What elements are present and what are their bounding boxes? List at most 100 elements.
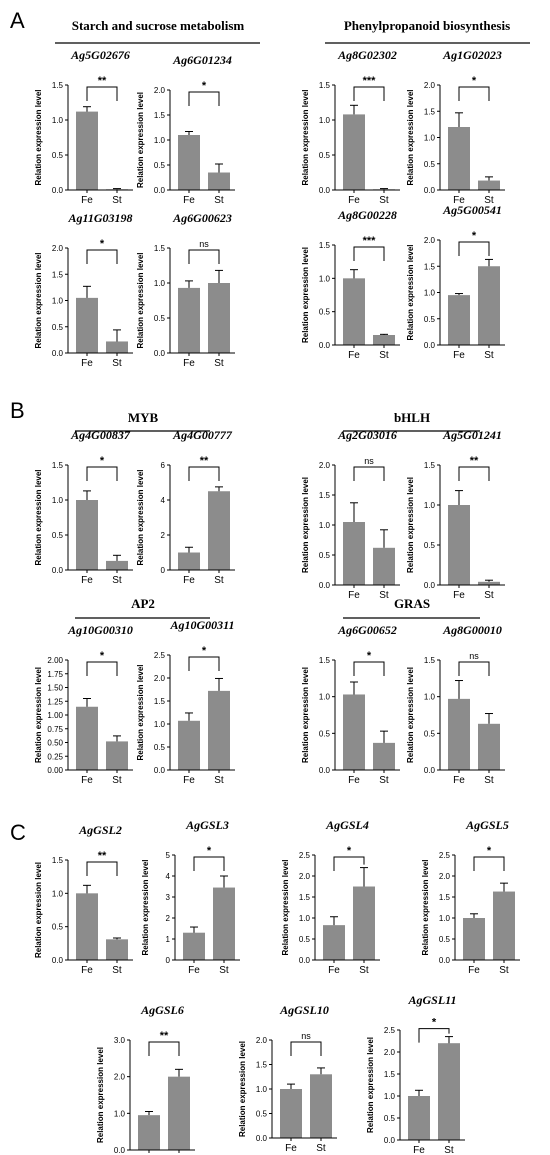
y-tick-label: 1.50 — [47, 684, 63, 693]
bar-St — [373, 742, 395, 770]
x-tick-label: Fe — [188, 965, 200, 976]
y-tick-label: 0.5 — [319, 151, 331, 160]
chart-title: Ag4G00777 — [172, 428, 233, 442]
significance-bracket — [86, 466, 118, 481]
chart-AgGSL5: AgGSL5 Relation expression level Fe St 0.0 0.… — [421, 818, 520, 976]
y-tick-label: 1.5 — [52, 856, 64, 865]
x-tick-label: St — [112, 195, 122, 206]
significance-bracket — [86, 86, 118, 101]
x-tick-label: St — [214, 575, 224, 586]
significance-label: * — [472, 230, 477, 242]
y-axis-label: Relation expression level — [136, 92, 145, 188]
group-title-bhlh: bHLH — [394, 410, 430, 425]
bar-St — [208, 172, 230, 190]
chart-title: Ag10G00311 — [169, 618, 234, 632]
significance-bracket — [188, 91, 220, 106]
y-tick-label: 0.25 — [47, 752, 63, 761]
chart-Ag4G00777: Ag4G00777 Relation expression level Fe St 0 2… — [136, 428, 235, 586]
chart-title: AgGSL6 — [140, 1003, 184, 1017]
y-axis-label: Relation expression level — [96, 1047, 105, 1143]
significance-bracket — [290, 1041, 322, 1056]
y-tick-label: 0.0 — [256, 1134, 268, 1143]
y-tick-label: 1.0 — [319, 274, 331, 283]
y-axis-label: Relation expression level — [366, 1037, 375, 1133]
significance-label: ns — [469, 651, 479, 661]
y-tick-label: 2.0 — [52, 244, 64, 253]
bar-St — [353, 886, 375, 960]
y-tick-label: 2 — [161, 531, 166, 540]
bar-Fe — [280, 1089, 302, 1138]
bar-St — [106, 741, 128, 770]
y-tick-label: 0.5 — [424, 541, 436, 550]
significance-label: ** — [98, 850, 107, 862]
panel-letter-a: A — [10, 8, 25, 33]
y-axis-label: Relation expression level — [238, 1041, 247, 1137]
y-axis-label: Relation expression level — [421, 859, 430, 955]
x-tick-label: Fe — [453, 195, 465, 206]
significance-label: ns — [199, 239, 209, 249]
x-tick-label: Fe — [183, 575, 195, 586]
chart-Ag8G00010: Ag8G00010 Relation expression level Fe St 0.… — [406, 623, 505, 786]
chart-AgGSL4: AgGSL4 Relation expression level Fe St 0.0 0.… — [281, 818, 380, 976]
y-tick-label: 1.5 — [424, 461, 436, 470]
significance-label: ** — [200, 455, 209, 467]
y-tick-label: 0.00 — [47, 766, 63, 775]
y-tick-label: 1.5 — [256, 1061, 268, 1070]
y-tick-label: 1.5 — [154, 111, 166, 120]
y-tick-label: 2 — [166, 914, 171, 923]
bar-Fe — [183, 932, 205, 960]
significance-bracket — [473, 856, 505, 871]
y-tick-label: 0.5 — [424, 729, 436, 738]
significance-bracket — [333, 856, 365, 871]
bar-St — [478, 266, 500, 345]
chart-AgGSL10: AgGSL10 Relation expression level Fe St 0.0 0… — [238, 1003, 337, 1154]
significance-bracket — [86, 861, 118, 876]
y-tick-label: 0.0 — [52, 349, 64, 358]
y-tick-label: 1.5 — [319, 241, 331, 250]
chart-title: Ag6G01234 — [172, 53, 232, 67]
bar-Fe — [178, 720, 200, 770]
significance-bracket — [353, 466, 385, 481]
x-tick-label: St — [379, 775, 389, 786]
x-tick-label: St — [214, 775, 224, 786]
bar-Fe — [323, 925, 345, 960]
significance-bracket — [188, 466, 220, 481]
significance-label: * — [100, 455, 105, 467]
x-tick-label: St — [316, 1143, 326, 1154]
x-tick-label: St — [219, 965, 229, 976]
chart-Ag6G00652: Ag6G00652 Relation expression level Fe St 0.… — [301, 623, 400, 786]
y-tick-label: 1.0 — [319, 116, 331, 125]
y-tick-label: 6 — [161, 461, 166, 470]
bar-St — [493, 891, 515, 960]
chart-Ag8G00228: Ag8G00228 Relation expression level Fe St 0.… — [301, 208, 400, 361]
chart-title: Ag4G00837 — [70, 428, 131, 442]
y-axis-label: Relation expression level — [136, 469, 145, 565]
y-tick-label: 5 — [166, 851, 171, 860]
x-tick-label: Fe — [183, 358, 195, 369]
significance-label: *** — [363, 75, 377, 87]
significance-label: * — [347, 845, 352, 857]
x-tick-label: Fe — [453, 350, 465, 361]
x-tick-label: Fe — [468, 965, 480, 976]
y-tick-label: 2.0 — [319, 461, 331, 470]
bar-Fe — [448, 127, 470, 190]
chart-Ag10G00311: Ag10G00311 Relation expression level Fe St 0… — [136, 618, 235, 786]
y-tick-label: 0.0 — [319, 766, 331, 775]
chart-title: Ag10G00310 — [67, 623, 133, 637]
chart-title: AgGSL2 — [78, 823, 122, 837]
y-tick-label: 0.0 — [424, 186, 436, 195]
chart-title: AgGSL10 — [279, 1003, 329, 1017]
bar-St — [106, 560, 128, 570]
y-tick-label: 0.5 — [384, 1114, 396, 1123]
x-tick-label: Fe — [81, 575, 93, 586]
x-tick-label: Fe — [81, 195, 93, 206]
y-tick-label: 1.5 — [439, 893, 451, 902]
y-tick-label: 0.0 — [439, 956, 451, 965]
y-tick-label: 1.25 — [47, 697, 63, 706]
x-tick-label: Fe — [81, 775, 93, 786]
y-tick-label: 0.5 — [154, 161, 166, 170]
significance-bracket — [353, 246, 385, 261]
bar-St — [310, 1074, 332, 1138]
y-tick-label: 0.5 — [52, 323, 64, 332]
y-tick-label: 0 — [161, 566, 166, 575]
